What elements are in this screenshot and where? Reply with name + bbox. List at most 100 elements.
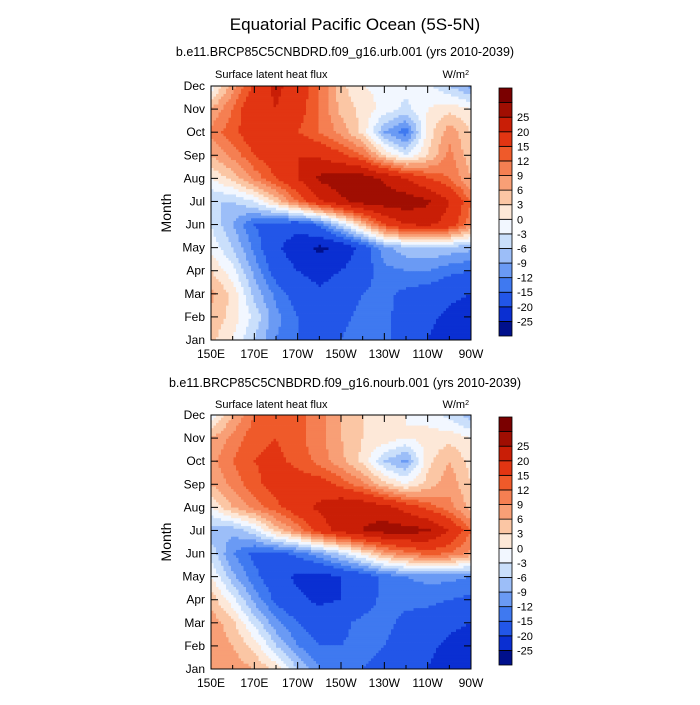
contour-cell <box>356 109 359 113</box>
contour-cell <box>363 141 367 145</box>
contour-cell <box>428 117 432 121</box>
contour-cell <box>213 183 217 187</box>
contour-cell <box>448 125 452 129</box>
contour-cell <box>301 141 304 145</box>
contour-cell <box>228 154 232 158</box>
contour-cell <box>438 202 442 206</box>
contour-cell <box>371 117 374 121</box>
contour-cell <box>306 101 309 105</box>
contour-cell <box>346 189 349 193</box>
contour-cell <box>446 123 449 127</box>
contour-cell <box>348 107 352 111</box>
contour-cell <box>226 186 229 190</box>
contour-cell <box>468 210 472 214</box>
contour-cell <box>228 170 232 174</box>
contour-cell <box>383 207 387 211</box>
contour-cell <box>311 154 314 158</box>
contour-cell <box>393 168 397 172</box>
contour-cell <box>313 199 317 203</box>
contour-cell <box>383 173 387 177</box>
contour-cell <box>366 194 369 198</box>
contour-cell <box>263 162 267 166</box>
contour-cell <box>361 181 364 185</box>
contour-cell <box>358 194 362 198</box>
contour-cell <box>286 181 289 185</box>
contour-cell <box>231 186 234 190</box>
contour-cell <box>246 170 249 174</box>
contour-cell <box>376 123 379 127</box>
contour-cell <box>378 202 382 206</box>
contour-cell <box>301 101 304 105</box>
contour-cell <box>468 183 472 187</box>
contour-cell <box>441 112 444 116</box>
contour-cell <box>236 210 239 214</box>
contour-cell <box>273 146 277 150</box>
contour-cell <box>368 194 372 198</box>
contour-cell <box>381 186 384 190</box>
contour-cell <box>423 130 427 134</box>
contour-cell <box>361 104 364 108</box>
contour-cell <box>361 202 364 206</box>
contour-cell <box>426 186 429 190</box>
contour-cell <box>313 152 317 156</box>
contour-cell <box>243 199 247 203</box>
contour-cell <box>341 175 344 179</box>
contour-cell <box>333 199 337 203</box>
contour-cell <box>391 125 394 129</box>
contour-cell <box>248 115 252 119</box>
contour-cell <box>236 175 239 179</box>
contour-cell <box>433 183 437 187</box>
contour-cell <box>261 210 264 214</box>
contour-cell <box>456 115 459 119</box>
contour-cell <box>451 96 454 100</box>
contour-cell <box>413 112 417 116</box>
contour-cell <box>453 178 457 182</box>
contour-cell <box>313 191 317 195</box>
contour-cell <box>258 115 262 119</box>
contour-cell <box>238 197 242 201</box>
contour-cell <box>256 91 259 95</box>
contour-cell <box>403 178 407 182</box>
contour-cell <box>311 96 314 100</box>
contour-cell <box>328 91 332 95</box>
contour-cell <box>286 88 289 92</box>
contour-cell <box>448 117 452 121</box>
contour-cell <box>336 178 339 182</box>
contour-cell <box>291 178 294 182</box>
contour-cell <box>358 205 362 209</box>
contour-cell <box>451 133 454 137</box>
contour-cell <box>398 86 402 89</box>
contour-cell <box>231 178 234 182</box>
contour-cell <box>318 88 322 92</box>
contour-cell <box>438 91 442 95</box>
contour-cell <box>416 168 419 172</box>
contour-cell <box>343 91 347 95</box>
contour-cell <box>316 186 319 190</box>
contour-cell <box>291 138 294 142</box>
contour-cell <box>456 162 459 166</box>
contour-cell <box>281 136 284 140</box>
contour-cell <box>233 115 237 119</box>
contour-cell <box>313 202 317 206</box>
contour-cell <box>426 202 429 206</box>
contour-cell <box>213 189 217 193</box>
contour-cell <box>353 144 357 148</box>
contour-cell <box>323 197 327 201</box>
contour-cell <box>356 96 359 100</box>
contour-cell <box>351 133 354 137</box>
contour-cell <box>273 175 277 179</box>
contour-cell <box>266 128 269 132</box>
contour-cell <box>438 136 442 140</box>
contour-cell <box>413 191 417 195</box>
contour-cell <box>438 107 442 111</box>
contour-cell <box>433 138 437 142</box>
contour-cell <box>468 136 472 140</box>
contour-cell <box>466 93 469 97</box>
contour-cell <box>343 199 347 203</box>
contour-cell <box>433 141 437 145</box>
contour-cell <box>408 104 412 108</box>
contour-cell <box>306 168 309 172</box>
contour-cell <box>378 107 382 111</box>
contour-cell <box>281 120 284 124</box>
contour-cell <box>228 178 232 182</box>
